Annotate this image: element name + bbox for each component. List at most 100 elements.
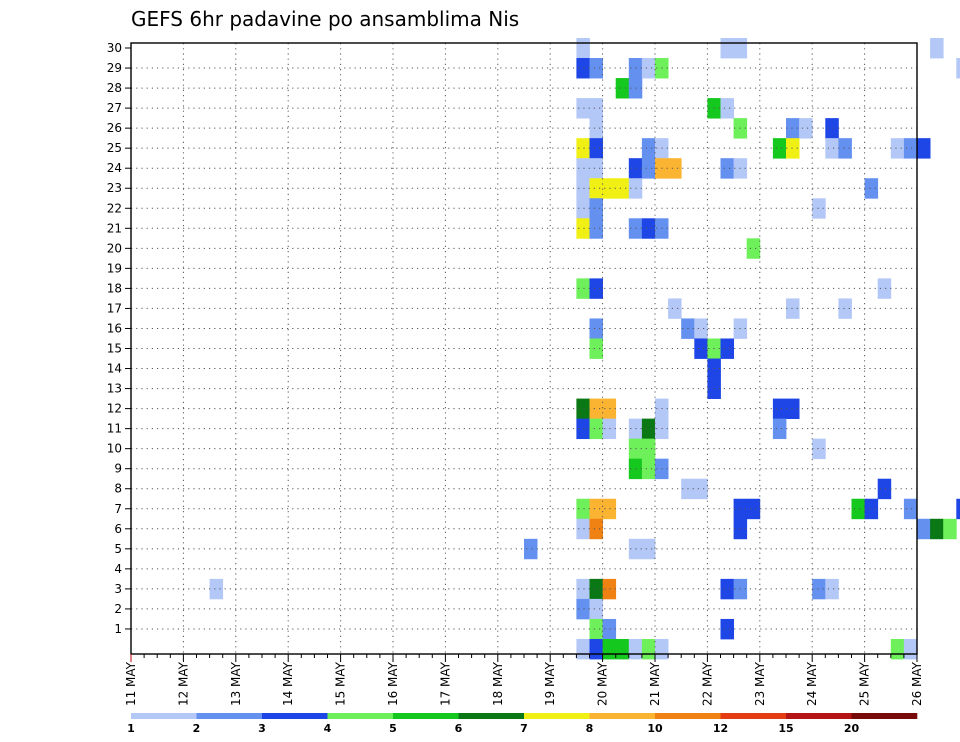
heatmap-cell <box>799 118 813 139</box>
y-tick-label: 18 <box>107 281 122 295</box>
heatmap-cell <box>589 118 603 139</box>
heatmap-cell <box>825 578 839 600</box>
heatmap-cell <box>838 138 852 159</box>
heatmap-cell <box>825 138 839 159</box>
y-tick-label: 28 <box>107 81 122 95</box>
legend-label: 6 <box>455 722 463 735</box>
heatmap-cell <box>602 498 617 520</box>
x-tick-label: 11 MAY <box>124 661 138 706</box>
heatmap-cell <box>746 498 761 520</box>
y-tick-label: 8 <box>114 482 122 496</box>
heatmap-cell <box>956 58 960 79</box>
heatmap-cell <box>576 498 590 520</box>
y-tick-label: 27 <box>107 101 122 115</box>
heatmap-cell <box>772 138 787 159</box>
heatmap-cell <box>694 338 708 359</box>
y-tick-label: 26 <box>107 121 122 135</box>
heatmap-cell <box>786 298 800 319</box>
heatmap-cell <box>641 638 656 660</box>
heatmap-cell <box>720 618 734 640</box>
heatmap-cell <box>615 178 630 199</box>
heatmap-cell <box>903 138 918 159</box>
heatmap-cell <box>641 458 656 480</box>
heatmap-cell <box>576 178 590 199</box>
heatmap-cell <box>720 98 734 119</box>
x-tick-label: 17 MAY <box>438 661 452 706</box>
legend-swatch <box>851 713 918 719</box>
heatmap-cell <box>694 318 708 339</box>
y-tick-label: 1 <box>114 622 122 636</box>
heatmap-cell <box>576 398 590 420</box>
y-tick-label: 17 <box>107 301 122 315</box>
heatmap-cell <box>890 138 905 159</box>
y-tick-label: 23 <box>107 181 122 195</box>
heatmap-cell <box>576 218 590 239</box>
heatmap-cell <box>917 138 931 159</box>
legend-swatch <box>720 713 787 719</box>
heatmap-cell <box>720 37 734 59</box>
heatmap-cell <box>812 198 826 219</box>
heatmap-cell <box>576 598 590 620</box>
heatmap-cell <box>864 498 879 520</box>
heatmap-cell <box>812 438 826 460</box>
heatmap-cell <box>641 438 656 460</box>
legend-swatch <box>458 713 525 719</box>
heatmap-cell <box>668 158 682 179</box>
heatmap-cell <box>720 578 734 600</box>
y-axis: 1234567891011121314151617181920212223242… <box>107 41 131 636</box>
x-tick-label: 22 MAY <box>700 661 714 706</box>
legend-swatch <box>327 713 394 719</box>
y-tick-label: 20 <box>107 241 122 255</box>
legend-swatch <box>655 713 721 719</box>
heatmap-cell <box>720 338 734 359</box>
heatmap-cell <box>930 518 944 540</box>
heatmap-cell <box>772 398 787 420</box>
legend-label: 2 <box>193 722 201 735</box>
legend-label: 12 <box>713 722 728 735</box>
y-tick-label: 19 <box>107 261 122 275</box>
x-tick-label: 14 MAY <box>281 661 295 706</box>
x-tick-label: 23 MAY <box>753 661 767 706</box>
legend-swatch <box>131 713 197 719</box>
heatmap-cells <box>209 37 960 660</box>
heatmap-cell <box>864 178 879 199</box>
heatmap-cell <box>733 37 748 59</box>
heatmap-cell <box>589 98 603 119</box>
y-tick-label: 9 <box>114 462 122 476</box>
heatmap-cell <box>576 158 590 179</box>
legend-label: 10 <box>647 722 663 735</box>
heatmap-cell <box>576 418 590 440</box>
legend-label: 4 <box>324 722 332 735</box>
x-axis: 11 MAY 12 MAY 13 MAY 14 MAY 15 MAY 16 MAY 17 M… <box>124 654 924 706</box>
y-tick-label: 3 <box>114 582 122 596</box>
heatmap-cell <box>524 538 538 560</box>
grid-lines <box>131 43 917 654</box>
heatmap-cell <box>720 158 734 179</box>
y-tick-label: 30 <box>107 41 122 55</box>
heatmap-cell <box>589 218 603 239</box>
x-tick-label: 25 MAY <box>858 661 872 706</box>
heatmap-cell <box>641 418 656 440</box>
y-tick-label: 5 <box>114 542 122 556</box>
heatmap-cell <box>589 58 603 79</box>
y-tick-label: 24 <box>107 161 122 175</box>
heatmap-cell <box>917 518 931 540</box>
heatmap-cell <box>694 478 708 500</box>
heatmap-cell <box>772 418 787 440</box>
heatmap-cell <box>655 638 669 660</box>
heatmap-cell <box>943 518 957 540</box>
y-tick-label: 11 <box>107 422 122 436</box>
legend-label: 1 <box>127 722 135 735</box>
y-tick-label: 16 <box>107 321 122 335</box>
heatmap-cell <box>576 638 590 660</box>
heatmap-cell <box>641 538 656 560</box>
heatmap-cell <box>589 158 603 179</box>
heatmap-cell <box>576 278 590 299</box>
heatmap-cell <box>615 78 630 99</box>
heatmap-cell <box>576 518 590 540</box>
heatmap-cell <box>602 418 617 440</box>
x-tick-label: 12 MAY <box>176 661 190 706</box>
heatmap-cell <box>602 618 617 640</box>
legend-label: 20 <box>844 722 860 735</box>
